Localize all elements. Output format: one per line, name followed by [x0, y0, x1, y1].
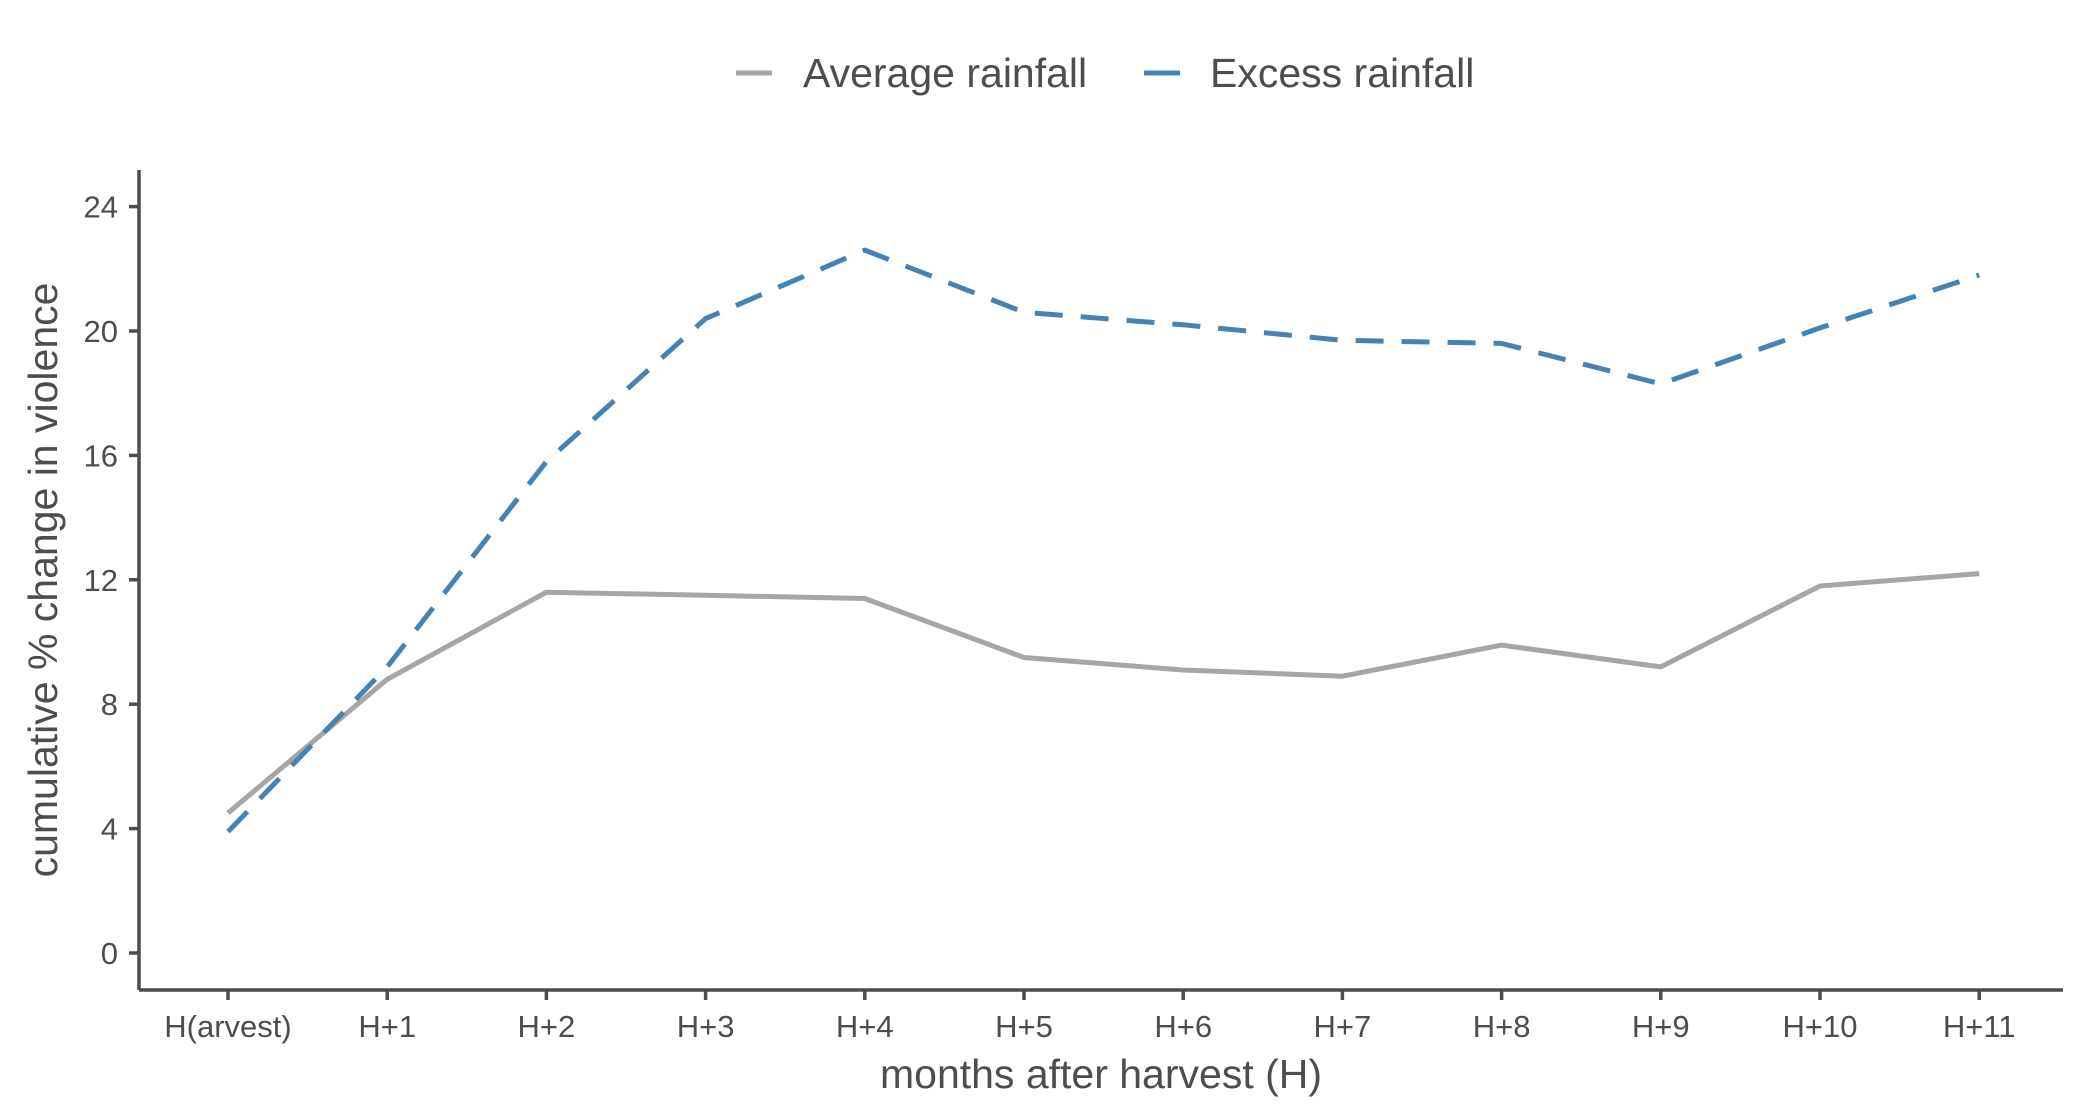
y-tick-label: 4 [101, 812, 118, 847]
x-tick-label: H+2 [518, 1009, 576, 1044]
x-tick-label: H+6 [1154, 1009, 1212, 1044]
y-axis-ticks: 0 4 8 12 16 20 24 [84, 190, 139, 971]
legend-label: Excess rainfall [1210, 50, 1474, 96]
x-tick-label: H+10 [1783, 1009, 1858, 1044]
x-tick-label: H+5 [995, 1009, 1053, 1044]
x-tick-label: H+9 [1632, 1009, 1690, 1044]
series-line-excess-rainfall [226, 247, 1980, 834]
x-axis-ticks: H(arvest) H+1 H+2 H+3 H+4 H+5 H+6 H+7 H+8 H+9 H+10… [164, 990, 2016, 1044]
x-tick-label: H+1 [358, 1009, 416, 1044]
series-layer [226, 247, 1980, 834]
y-axis-title: cumulative % change in violence [20, 283, 66, 878]
legend-label: Average rainfall [803, 50, 1087, 96]
x-tick-label: H+8 [1473, 1009, 1531, 1044]
x-tick-label: H+7 [1314, 1009, 1372, 1044]
y-tick-label: 0 [101, 936, 118, 971]
x-axis-title: months after harvest (H) [880, 1051, 1322, 1097]
x-tick-label: H(arvest) [164, 1009, 291, 1044]
y-tick-label: 20 [84, 314, 118, 349]
x-tick-label: H+11 [1943, 1009, 2016, 1044]
y-tick-label: 16 [84, 438, 118, 473]
x-tick-label: H+4 [836, 1009, 894, 1044]
y-tick-label: 8 [101, 687, 118, 722]
y-tick-label: 12 [84, 563, 118, 598]
series-line-average-rainfall [226, 571, 1980, 815]
x-tick-label: H+3 [677, 1009, 735, 1044]
y-tick-label: 24 [84, 190, 118, 225]
legend: Average rainfall Excess rainfall [736, 50, 1474, 96]
